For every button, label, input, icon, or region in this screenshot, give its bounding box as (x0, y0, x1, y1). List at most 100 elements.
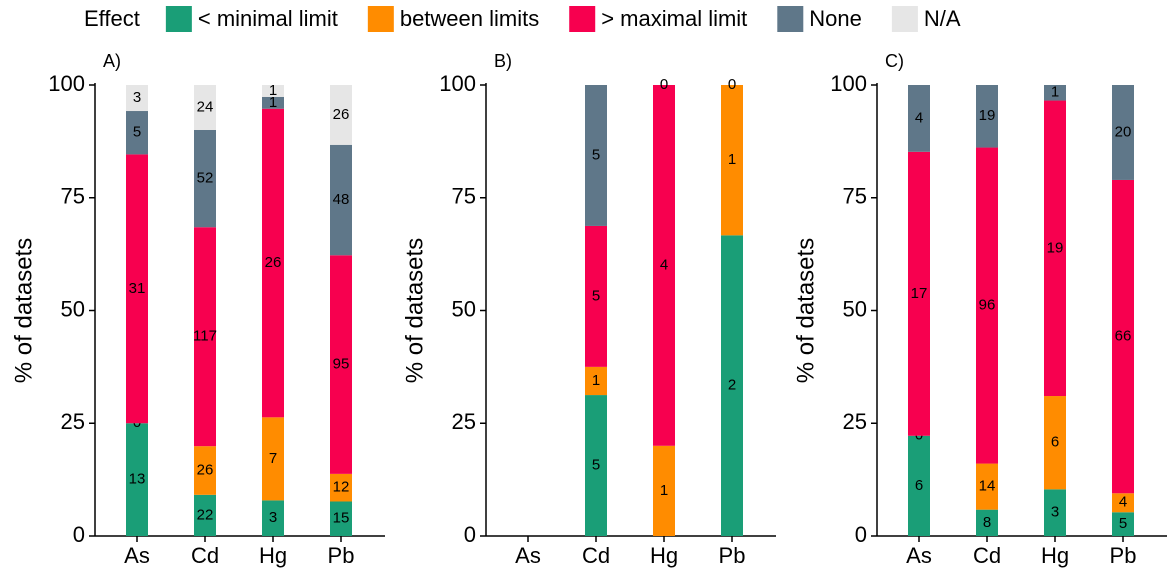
bar-segment (262, 500, 284, 536)
data-label: 0 (660, 76, 668, 93)
y-tick-label: 75 (61, 184, 85, 209)
legend-label: N/A (924, 6, 961, 31)
data-label: 5 (133, 124, 141, 141)
data-label: 4 (660, 256, 668, 273)
y-axis-label: % of datasets (10, 238, 37, 383)
data-label: 4 (1119, 494, 1127, 511)
legend-label: > maximal limit (601, 6, 747, 31)
legend-swatch (891, 6, 918, 32)
x-tick-label: Hg (650, 543, 678, 568)
bar-segment (1044, 85, 1066, 101)
data-label: 6 (1051, 434, 1059, 451)
bar-segment (194, 227, 216, 447)
bar-segment (908, 435, 930, 536)
x-tick-label: Pb (719, 543, 746, 568)
bar-segment (262, 108, 284, 418)
data-label: 15 (333, 510, 350, 527)
bar-segment (721, 85, 743, 236)
bar-segment (653, 85, 675, 446)
bar-segment (1044, 100, 1066, 397)
legend-label: None (809, 6, 862, 31)
data-label: 26 (333, 106, 350, 123)
data-label: 2 (728, 377, 736, 394)
data-label: 1 (660, 482, 668, 499)
bar-segment (126, 111, 148, 155)
bar-segment (126, 85, 148, 112)
bar-segment (194, 494, 216, 536)
bar-segment (1044, 489, 1066, 536)
data-label: 3 (1051, 504, 1059, 521)
data-label: 5 (592, 146, 600, 163)
y-tick-label: 100 (48, 71, 85, 96)
bar-segment (126, 154, 148, 424)
data-label: 5 (592, 287, 600, 304)
data-label: 4 (915, 109, 923, 126)
bar-segment (1112, 85, 1134, 180)
x-tick-label: Hg (259, 543, 287, 568)
y-tick-label: 0 (464, 522, 476, 547)
x-tick-label: Cd (191, 543, 219, 568)
data-label: 5 (1119, 515, 1127, 532)
y-tick-label: 25 (61, 409, 85, 434)
data-label: 17 (911, 285, 928, 302)
data-label: 3 (269, 509, 277, 526)
bar-segment (126, 423, 148, 536)
data-label: 1 (1051, 84, 1059, 101)
y-tick-label: 75 (843, 184, 867, 209)
bar-segment (330, 473, 352, 502)
data-label: 6 (915, 477, 923, 494)
legend-title: Effect (84, 6, 140, 31)
bar-segment (976, 509, 998, 536)
y-tick-label: 100 (830, 71, 867, 96)
legend-swatch (569, 6, 596, 32)
x-tick-label: As (906, 543, 932, 568)
data-label: 19 (1047, 239, 1064, 256)
bar-segment (976, 463, 998, 510)
data-label: 26 (197, 461, 214, 478)
x-tick-label: Cd (973, 543, 1001, 568)
legend-swatch (777, 6, 804, 32)
x-tick-label: As (124, 543, 150, 568)
panel-title: B) (494, 51, 512, 71)
data-label: 52 (197, 170, 214, 187)
bar-segment (653, 445, 675, 536)
bar-segment (585, 366, 607, 396)
data-label: 14 (979, 478, 996, 495)
panel-title: A) (103, 51, 121, 71)
bar-segment (194, 129, 216, 228)
bar-segment (976, 85, 998, 148)
x-tick-label: Hg (1041, 543, 1069, 568)
y-tick-label: 0 (855, 522, 867, 547)
y-tick-label: 25 (843, 409, 867, 434)
data-label: 3 (133, 89, 141, 106)
data-label: 8 (983, 514, 991, 531)
y-tick-label: 75 (452, 184, 476, 209)
bar-segment (1112, 493, 1134, 513)
data-label: 96 (979, 297, 996, 314)
data-label: 22 (197, 506, 214, 523)
legend-label: between limits (400, 6, 539, 31)
legend-label: < minimal limit (198, 6, 338, 31)
data-label: 24 (197, 98, 214, 115)
bar-segment (330, 144, 352, 256)
bar-segment (585, 85, 607, 226)
data-label: 19 (979, 107, 996, 124)
x-tick-label: As (515, 543, 541, 568)
y-tick-label: 0 (73, 522, 85, 547)
x-tick-label: Cd (582, 543, 610, 568)
data-label: 66 (1115, 328, 1132, 345)
bar-segment (1112, 179, 1134, 494)
bar-segment (1044, 396, 1066, 490)
data-label: 20 (1115, 123, 1132, 140)
bar-segment (262, 417, 284, 501)
y-tick-label: 50 (452, 296, 476, 321)
x-tick-label: Pb (1110, 543, 1137, 568)
bar-segment (194, 446, 216, 495)
data-label: 31 (129, 280, 146, 297)
bar-segment (908, 151, 930, 436)
data-label: 95 (333, 356, 350, 373)
panel-title: C) (885, 51, 904, 71)
data-label: 48 (333, 191, 350, 208)
bar-segment (585, 225, 607, 367)
